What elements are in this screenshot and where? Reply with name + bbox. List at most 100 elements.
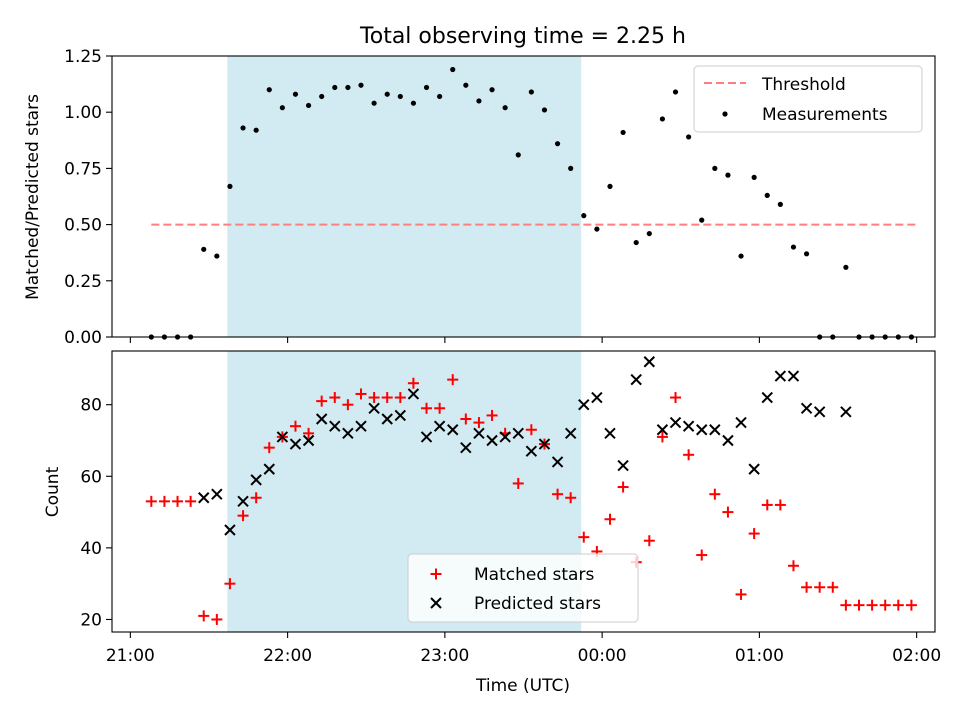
predicted-star-point: [420, 431, 433, 443]
measurement-points: [148, 66, 915, 340]
measurement-point: [607, 183, 613, 189]
predicted-star-point: [224, 524, 236, 536]
x-axis-label: Time (UTC): [475, 676, 570, 696]
predicted-star-point: [722, 434, 734, 447]
legend-measurement-swatch: [722, 111, 728, 117]
matched-star-point: [866, 599, 878, 611]
matched-star-point: [683, 449, 695, 461]
matched-star-point: [447, 374, 459, 386]
y-tick-label: 0.25: [64, 272, 102, 292]
measurement-point: [266, 87, 272, 93]
matched-star-point: [434, 402, 446, 414]
predicted-star-point: [840, 406, 852, 418]
matched-star-point: [460, 413, 472, 425]
measurement-point: [450, 66, 456, 73]
top-x-ticks: [129, 337, 918, 343]
measurement-point: [764, 192, 770, 198]
matched-star-point: [801, 581, 813, 593]
matched-star-point: [552, 488, 564, 500]
matched-star-point: [407, 377, 419, 389]
matched-star-point: [486, 409, 498, 421]
predicted-star-point: [315, 413, 328, 425]
measurement-point: [292, 91, 299, 97]
measurement-point: [253, 127, 259, 133]
predicted-star-point: [604, 427, 616, 440]
matched-star-point: [840, 599, 852, 611]
predicted-star-point: [394, 409, 407, 422]
legend-matched-label: Matched stars: [474, 565, 594, 585]
matched-star-point: [342, 399, 354, 411]
predicted-star-point: [329, 420, 341, 432]
measurement-point: [528, 89, 534, 95]
measurement-point: [672, 89, 679, 95]
matched-star-point: [787, 560, 799, 572]
x-tick-label: 22:00: [263, 646, 312, 666]
matched-star-point: [394, 392, 406, 404]
bottom-x-ticks: 21:00 22:00 23:00 00:00 01:00 02:00: [106, 632, 941, 666]
matched-star-point: [185, 495, 197, 507]
predicted-star-point: [538, 438, 551, 450]
matched-star-point: [696, 549, 708, 561]
measurement-point: [659, 116, 666, 122]
predicted-star-point: [696, 424, 708, 436]
legend-measurement-label: Measurements: [762, 105, 888, 125]
measurement-point: [725, 172, 731, 178]
measurement-point: [502, 105, 508, 111]
matched-star-point: [656, 431, 668, 443]
predicted-star-point: [460, 441, 472, 454]
y-tick-label: 0.00: [64, 328, 102, 348]
predicted-star-point: [433, 420, 446, 432]
predicted-star-point: [368, 402, 380, 414]
measurement-point: [410, 100, 417, 106]
predicted-star-point: [748, 463, 760, 475]
measurement-point: [541, 107, 548, 113]
matched-star-point: [250, 492, 262, 504]
matched-star-point: [617, 481, 629, 493]
predicted-star-point: [578, 398, 590, 411]
matched-star-point: [211, 613, 223, 625]
x-tick-label: 23:00: [420, 646, 469, 666]
measurement-point: [384, 91, 390, 97]
measurement-point: [240, 125, 246, 131]
matched-star-point: [237, 510, 249, 522]
matched-star-point: [748, 528, 760, 540]
measurement-point: [358, 82, 364, 88]
matched-star-point: [512, 477, 524, 489]
matched-star-point: [224, 578, 236, 590]
predicted-star-point: [263, 463, 275, 475]
legend-predicted-label: Predicted stars: [474, 594, 601, 614]
predicted-star-point: [551, 456, 564, 468]
measurement-point: [581, 213, 587, 219]
top-axes-frame: [111, 55, 936, 338]
predicted-star-point: [709, 424, 721, 436]
predicted-star-point: [250, 474, 262, 486]
predicted-star-point: [774, 370, 787, 382]
predicted-star-point: [525, 445, 538, 457]
x-tick-label: 21:00: [106, 646, 155, 666]
y-tick-label: 0.50: [64, 216, 102, 236]
predicted-star-point: [669, 416, 682, 429]
measurement-point: [777, 201, 783, 207]
measurement-point: [476, 98, 482, 104]
matched-star-point: [604, 513, 616, 525]
predicted-star-point: [499, 431, 511, 443]
measurement-point: [620, 129, 626, 136]
matched-star-point: [761, 499, 773, 511]
matched-star-point: [355, 388, 367, 400]
measurement-point: [633, 239, 639, 246]
measurement-point: [568, 165, 574, 171]
matched-star-point: [329, 392, 341, 404]
bottom-y-ticks: 20 40 60 80: [80, 396, 112, 630]
top-shaded-span: [227, 56, 582, 337]
matched-star-point: [158, 495, 170, 507]
predicted-star-point: [564, 427, 577, 440]
matched-star-point: [421, 402, 433, 414]
predicted-star-point: [591, 391, 603, 404]
predicted-star-point: [302, 434, 315, 447]
matched-star-point: [381, 392, 393, 404]
y-tick-label: 0.75: [64, 159, 102, 179]
measurement-point: [686, 134, 692, 140]
predicted-star-point: [630, 373, 642, 386]
